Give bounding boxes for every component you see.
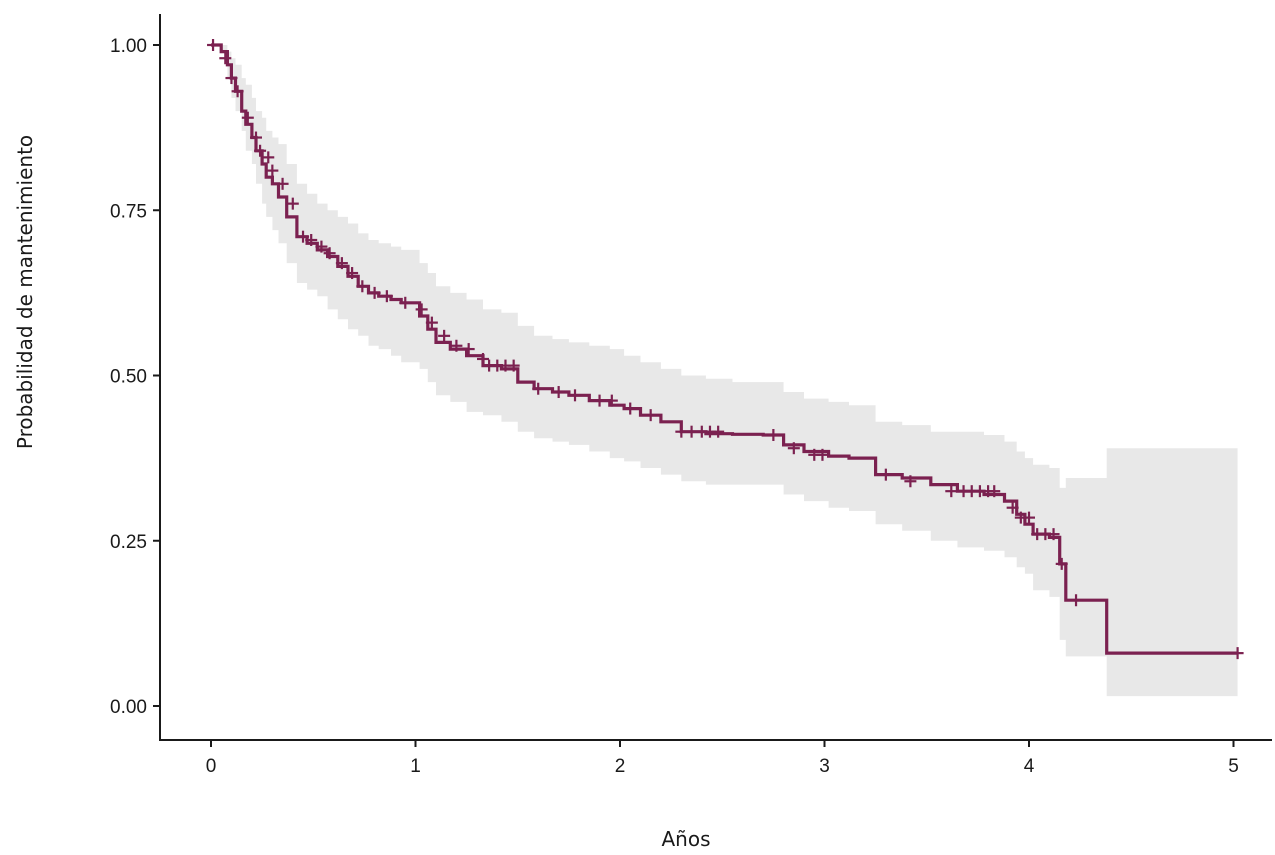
x-axis-ticks: 0 1 2 3 4 5: [206, 740, 1239, 777]
censor-mark: [1055, 557, 1068, 570]
censor-mark: [335, 257, 348, 270]
censor-mark: [254, 144, 267, 157]
x-tick-label: 3: [819, 756, 830, 777]
x-tick-label: 1: [410, 756, 421, 777]
censor-mark: [644, 409, 657, 422]
censor-mark: [476, 352, 489, 365]
censor-mark: [450, 339, 463, 352]
confidence-band-area: [211, 45, 1238, 697]
censor-mark: [231, 85, 244, 98]
censor-mark: [532, 382, 545, 395]
censor-mark: [399, 296, 412, 309]
censor-mark: [241, 111, 254, 124]
y-tick-label: 1.00: [110, 36, 147, 57]
censor-mark: [879, 468, 892, 481]
censor-mark: [767, 428, 780, 441]
censor-mark: [305, 233, 318, 246]
censor-mark: [297, 230, 310, 243]
censor-mark: [904, 475, 917, 488]
axes: [159, 14, 1272, 741]
x-tick-label: 5: [1228, 756, 1239, 777]
censor-mark: [380, 290, 393, 303]
x-axis-title: Años: [661, 827, 710, 851]
censor-mark: [286, 197, 299, 210]
censor-mark: [624, 402, 637, 415]
censor-marks: [207, 39, 1244, 660]
censor-mark: [552, 386, 565, 399]
censor-mark: [323, 247, 336, 260]
censor-mark: [507, 359, 520, 372]
censor-mark: [219, 52, 232, 65]
censor-mark: [276, 177, 289, 190]
censor-mark: [1231, 647, 1244, 660]
censor-mark: [593, 394, 606, 407]
censor-mark: [1023, 511, 1035, 524]
censor-mark: [685, 425, 698, 438]
y-axis-title: Probabilidad de mantenimiento: [13, 135, 37, 449]
censor-mark: [1006, 501, 1019, 514]
censor-mark: [988, 485, 1001, 498]
censor-mark: [249, 131, 262, 144]
confidence-band: [211, 45, 1238, 697]
censor-mark: [438, 329, 451, 342]
censor-mark: [945, 485, 958, 498]
survival-step-line: [211, 43, 1238, 655]
censor-mark: [1047, 528, 1060, 541]
survival-curve: [211, 43, 1238, 655]
x-tick-label: 0: [206, 756, 217, 777]
censor-mark: [207, 39, 220, 51]
censor-mark: [675, 425, 688, 438]
y-tick-label: 0.75: [110, 201, 147, 222]
y-axis-ticks: 0.00 0.25 0.50 0.75 1.00: [110, 36, 160, 718]
censor-mark: [787, 442, 800, 455]
censor-mark: [569, 389, 582, 402]
censor-mark: [415, 303, 428, 316]
censor-mark: [605, 394, 618, 407]
x-tick-label: 4: [1024, 756, 1035, 777]
censor-mark: [712, 425, 725, 438]
y-tick-label: 0.25: [110, 532, 147, 553]
censor-mark: [262, 151, 275, 164]
censor-mark: [425, 316, 438, 329]
x-tick-label: 2: [615, 756, 626, 777]
y-tick-label: 0.50: [110, 367, 147, 388]
censor-mark: [315, 240, 328, 253]
censor-mark: [346, 267, 359, 280]
censor-mark: [1070, 594, 1083, 607]
censor-mark: [225, 72, 238, 85]
censor-mark: [368, 286, 381, 299]
censor-mark: [462, 343, 475, 356]
censor-mark: [356, 280, 369, 293]
y-tick-label: 0.00: [110, 697, 147, 718]
censor-mark: [266, 164, 279, 177]
censor-mark: [816, 448, 829, 461]
